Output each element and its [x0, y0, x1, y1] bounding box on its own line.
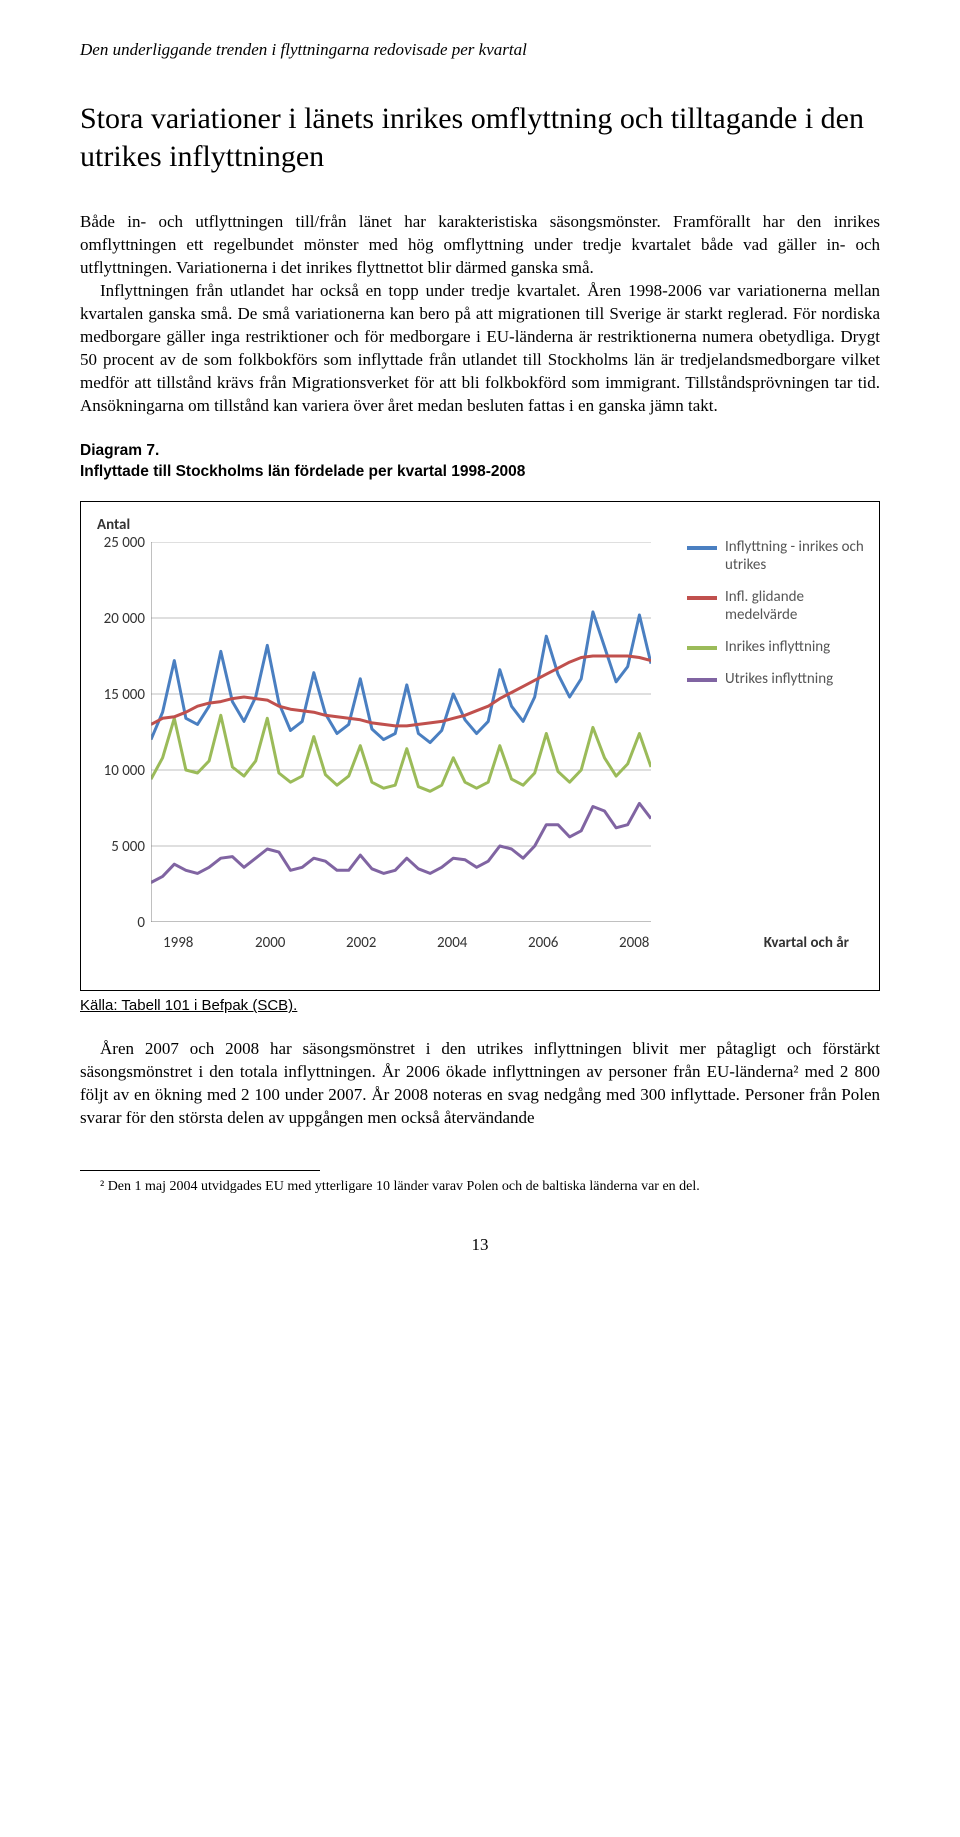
legend-swatch-glidande: [687, 596, 717, 600]
y-tick-5: 25 000: [89, 534, 145, 552]
chart-source-text: Källa: Tabell 101 i Befpak (SCB).: [80, 997, 297, 1014]
x-tick-2006: 2006: [528, 934, 558, 952]
page-number: 13: [80, 1235, 880, 1255]
diagram-subtitle: Inflyttade till Stockholms län fördelade…: [80, 463, 525, 480]
diagram-label: Diagram 7.: [80, 442, 159, 459]
x-axis-label: Kvartal och år: [764, 934, 849, 952]
legend-label-utrikes: Utrikes inflyttning: [725, 670, 833, 688]
x-tick-2004: 2004: [437, 934, 467, 952]
chart-source: Källa: Tabell 101 i Befpak (SCB).: [80, 997, 880, 1014]
legend-swatch-total: [687, 546, 717, 550]
x-tick-1998: 1998: [163, 934, 193, 952]
legend-item-total: Inflyttning - inrikes och utrikes: [687, 538, 867, 574]
chart-container: Antal 25 000 20 000 15 000 10 000 5 000 …: [80, 501, 880, 991]
y-axis-title: Antal: [97, 516, 130, 534]
x-tick-2008: 2008: [619, 934, 649, 952]
y-tick-4: 20 000: [89, 610, 145, 628]
legend-item-glidande: Infl. glidande medelvärde: [687, 588, 867, 624]
chart-legend: Inflyttning - inrikes och utrikes Infl. …: [687, 538, 867, 702]
y-tick-2: 10 000: [89, 762, 145, 780]
diagram-title: Diagram 7. Inflyttade till Stockholms lä…: [80, 441, 880, 483]
chart-plot: [151, 542, 651, 922]
x-tick-2000: 2000: [255, 934, 285, 952]
legend-swatch-inrikes: [687, 646, 717, 650]
footnote-text: ² Den 1 maj 2004 utvidgades EU med ytter…: [80, 1179, 880, 1195]
legend-item-inrikes: Inrikes inflyttning: [687, 638, 867, 656]
section-title: Stora variationer i länets inrikes omfly…: [80, 100, 880, 175]
y-tick-1: 5 000: [89, 838, 145, 856]
paragraph-1-text: Både in- och utflyttningen till/från län…: [80, 212, 880, 277]
legend-label-inrikes: Inrikes inflyttning: [725, 638, 830, 656]
legend-item-utrikes: Utrikes inflyttning: [687, 670, 867, 688]
x-tick-2002: 2002: [346, 934, 376, 952]
y-tick-3: 15 000: [89, 686, 145, 704]
legend-swatch-utrikes: [687, 678, 717, 682]
running-header: Den underliggande trenden i flyttningarn…: [80, 40, 880, 60]
paragraph-2-text: Inflyttningen från utlandet har också en…: [80, 280, 880, 418]
y-tick-0: 0: [89, 914, 145, 932]
paragraph-3: Åren 2007 och 2008 har säsongsmönstret i…: [80, 1038, 880, 1130]
legend-label-glidande: Infl. glidande medelvärde: [725, 588, 867, 624]
footnote-divider: [80, 1170, 320, 1171]
paragraph-1: Både in- och utflyttningen till/från län…: [80, 211, 880, 417]
legend-label-total: Inflyttning - inrikes och utrikes: [725, 538, 867, 574]
